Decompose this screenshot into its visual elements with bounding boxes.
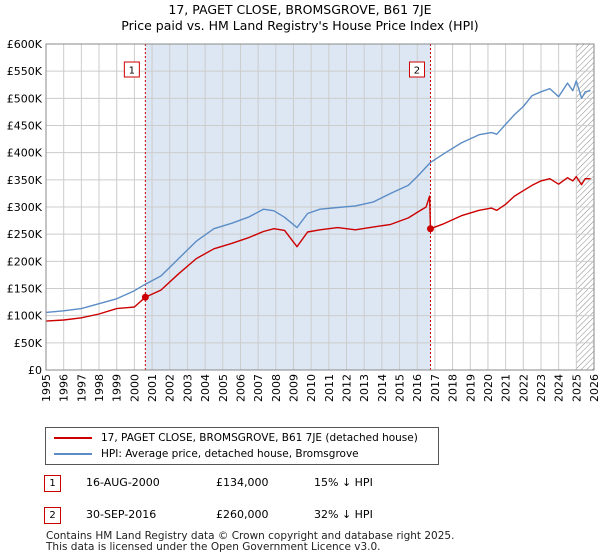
x-tick-label: 2014 <box>376 374 389 402</box>
x-tick-label: 2013 <box>358 374 371 402</box>
x-tick-label: 2015 <box>394 374 407 402</box>
y-tick-label: £500K <box>7 92 43 105</box>
transaction-date: 16-AUG-2000 <box>86 476 160 489</box>
x-tick-label: 2012 <box>341 374 354 402</box>
x-tick-label: 2016 <box>411 374 424 402</box>
price-chart: £0 £50K £100K £150K £200K £250K £300K £350K £400… <box>7 38 600 402</box>
x-tick-label: 2011 <box>323 374 336 402</box>
y-tick-label: £600K <box>7 38 43 51</box>
sale-point <box>426 225 434 233</box>
sale-label-box <box>123 61 140 78</box>
footer-copyright: Contains HM Land Registry data © Crown c… <box>46 530 455 542</box>
x-tick-label: 2000 <box>128 374 141 402</box>
y-tick-label: £150K <box>7 283 43 296</box>
transaction-hpi-delta: 32% ↓ HPI <box>314 508 373 521</box>
x-tick-label: 2023 <box>535 374 548 402</box>
x-tick-label: 2020 <box>482 374 495 402</box>
sale-label-number: 2 <box>414 66 420 77</box>
y-tick-label: £350K <box>7 174 43 187</box>
footer-license: This data is licensed under the Open Gov… <box>46 541 381 553</box>
x-tick-label: 1996 <box>58 374 71 402</box>
x-tick-label: 2019 <box>464 374 477 402</box>
x-tick-label: 1998 <box>93 374 106 402</box>
x-tick-label: 1997 <box>75 374 88 402</box>
x-tick-label: 2010 <box>305 374 318 402</box>
transaction-row: 2 30-SEP-2016 £260,000 32% ↓ HPI <box>44 507 444 525</box>
x-tick-label: 2009 <box>287 374 300 402</box>
x-tick-label: 2024 <box>553 374 566 402</box>
sale-point <box>141 293 149 301</box>
y-tick-label: £300K <box>7 201 43 214</box>
x-tick-label: 2008 <box>270 374 283 402</box>
chart-legend: 17, PAGET CLOSE, BROMSGROVE, B61 7JE (de… <box>45 427 439 465</box>
y-tick-label: £550K <box>7 65 43 78</box>
transaction-price: £134,000 <box>216 476 269 489</box>
legend-price-label: 17, PAGET CLOSE, BROMSGROVE, B61 7JE (de… <box>101 432 418 444</box>
x-tick-label: 2021 <box>500 374 513 402</box>
x-tick-label: 2004 <box>199 374 212 402</box>
transaction-marker-2: 2 <box>44 507 61 524</box>
x-tick-label: 2006 <box>234 374 247 402</box>
chart-title: 17, PAGET CLOSE, BROMSGROVE, B61 7JE <box>168 2 432 17</box>
x-tick-label: 1995 <box>40 374 53 402</box>
x-tick-label: 2026 <box>588 374 600 402</box>
price-paid-line <box>45 175 591 322</box>
x-tick-label: 2017 <box>429 374 442 402</box>
y-tick-label: £100K <box>7 310 43 323</box>
x-tick-label: 2025 <box>570 374 583 402</box>
x-tick-label: 2002 <box>164 374 177 402</box>
y-tick-label: £250K <box>7 228 43 241</box>
legend-item-hpi: HPI: Average price, detached house, Brom… <box>54 447 359 461</box>
hpi-line <box>45 80 591 314</box>
x-tick-label: 2003 <box>181 374 194 402</box>
plot-area-frame <box>45 43 595 371</box>
y-tick-label: £400K <box>7 147 43 160</box>
y-tick-label: £450K <box>7 120 43 133</box>
transaction-marker-1: 1 <box>44 475 61 492</box>
y-tick-label: £50K <box>14 337 43 350</box>
x-tick-label: 2005 <box>217 374 230 402</box>
legend-hpi-swatch <box>54 453 92 455</box>
x-tick-label: 2022 <box>517 374 530 402</box>
sale-label-box <box>408 61 425 78</box>
x-tick-label: 2001 <box>146 374 159 402</box>
x-tick-label: 2018 <box>447 374 460 402</box>
transaction-date: 30-SEP-2016 <box>86 508 157 521</box>
transaction-hpi-delta: 15% ↓ HPI <box>314 476 373 489</box>
y-tick-label: £200K <box>7 255 43 268</box>
transaction-row: 1 16-AUG-2000 £134,000 15% ↓ HPI <box>44 475 444 493</box>
sale-label-number: 1 <box>129 66 135 77</box>
legend-hpi-label: HPI: Average price, detached house, Brom… <box>101 448 359 460</box>
x-tick-label: 1999 <box>111 374 124 402</box>
legend-price-swatch <box>54 437 92 439</box>
y-tick-label: £0 <box>28 364 42 377</box>
legend-item-price: 17, PAGET CLOSE, BROMSGROVE, B61 7JE (de… <box>54 431 418 445</box>
chart-subtitle: Price paid vs. HM Land Registry's House … <box>121 18 479 33</box>
transaction-price: £260,000 <box>216 508 269 521</box>
x-tick-label: 2007 <box>252 374 265 402</box>
